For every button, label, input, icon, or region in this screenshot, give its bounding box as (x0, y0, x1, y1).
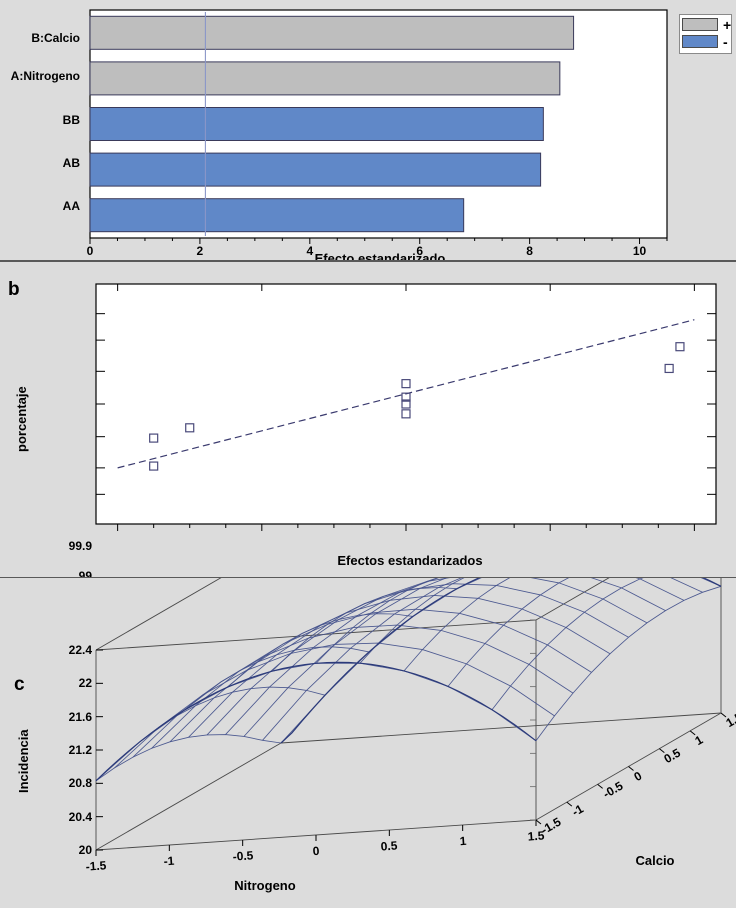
legend-swatch-positive (682, 18, 718, 31)
panel-letter-b: b (8, 279, 20, 300)
bar-b-calcio (89, 15, 575, 50)
box-floor-left (95, 742, 282, 851)
panel-letter-c: c (14, 674, 25, 695)
x-tick-label-10: 10 (632, 244, 647, 258)
plot-area-background-b (95, 283, 717, 525)
z-axis-ticks (96, 619, 536, 851)
data-point-3 (401, 409, 411, 419)
box-top-right (535, 578, 610, 621)
response-surface-svg (95, 578, 727, 856)
legend-label-negative: - (723, 33, 728, 50)
x-tick-label-4: 4 (306, 244, 314, 258)
mesh-line-nitrogeno-8 (447, 578, 570, 687)
surface-edge-back (280, 578, 722, 744)
z-tick-label-20: 20 (78, 843, 92, 857)
z-axis-title: Incidencia (16, 729, 31, 793)
normal-probability-plot-svg (95, 283, 717, 531)
x-tick-label-8: 8 (526, 244, 533, 258)
panel-a-pareto-chart: B:Calcio A:Nitrogeno BB AB AA 0 2 4 6 8 10 Ef… (0, 0, 736, 266)
y-axis-title-panel-c: Calcio (635, 853, 675, 868)
reference-line (117, 319, 695, 469)
mesh-line-nitrogeno-1 (139, 686, 326, 743)
y-tick-c (689, 730, 696, 736)
panel-divider-a-b (0, 260, 736, 262)
data-point-6 (401, 379, 411, 389)
surface-edge-front (95, 661, 537, 782)
bar-bb (89, 107, 544, 141)
y-tick-c (720, 712, 727, 718)
y-axis-title-panel-b: porcentaje (14, 386, 29, 452)
bar-a-nitrogeno (89, 61, 561, 96)
box-floor-back (280, 712, 722, 744)
bar-ab (89, 152, 542, 187)
category-label-bb: BB (62, 113, 80, 127)
pareto-chart-svg (89, 9, 668, 244)
mesh-line-nitrogeno-0 (95, 734, 282, 782)
mesh-line-calcio-3 (151, 608, 592, 749)
z-tick-label-20.8: 20.8 (68, 776, 92, 791)
z-tick-label-22.4: 22.4 (68, 643, 92, 657)
mesh-line-nitrogeno-6 (359, 578, 465, 664)
x-tick-label-6: 6 (416, 244, 424, 258)
x-tick-label-0: 0 (86, 244, 94, 258)
data-point-8 (675, 342, 685, 352)
bar-aa (89, 198, 465, 233)
x-axis-title-panel-b: Efectos estandarizados (337, 553, 483, 568)
z-tick-label-22: 22 (78, 676, 92, 691)
data-point-5 (401, 392, 411, 402)
category-label-b-calcio: B:Calcio (31, 31, 80, 45)
y-tick-c (628, 766, 634, 771)
bar-group (89, 15, 575, 233)
mesh-line-calcio-5 (188, 583, 629, 738)
axis-box (95, 578, 727, 856)
box-top-left (95, 578, 222, 651)
mesh-line-calcio-9 (262, 578, 703, 741)
data-point-0 (149, 461, 159, 471)
legend-row-negative: - (682, 33, 728, 50)
panel-b-normal-probability-plot: b 0.115205080959999.9 -8-4048 porcentaje… (0, 262, 736, 808)
category-label-ab: AB (62, 156, 80, 170)
category-label-aa: AA (62, 199, 80, 213)
axis-ticks-b (96, 283, 716, 531)
category-label-a-nitrogeno: A:Nitrogeno (10, 69, 80, 83)
mesh-line-nitrogeno-4 (271, 587, 458, 672)
data-point-7 (664, 363, 674, 374)
z-tick-label-21.6: 21.6 (68, 709, 92, 724)
surface-mesh (95, 578, 722, 782)
y-tick-c (535, 819, 542, 825)
mesh-line-calcio-10 (280, 578, 722, 744)
z-tick-label-21.2: 21.2 (68, 743, 92, 757)
data-point-1 (149, 433, 159, 443)
mesh-line-calcio-8 (243, 578, 685, 737)
mesh-line-nitrogeno-3 (227, 613, 414, 688)
mesh-line-nitrogeno-9 (491, 578, 644, 710)
mesh-line-nitrogeno-10 (535, 585, 722, 742)
mesh-line-nitrogeno-7 (403, 578, 511, 672)
data-point-group (149, 342, 685, 471)
legend-row-positive: + (682, 16, 732, 33)
x-axis-ticks (89, 238, 668, 244)
mesh-line-nitrogeno-5 (315, 578, 439, 664)
x-tick-label-2: 2 (196, 244, 204, 258)
mesh-line-calcio-7 (225, 578, 666, 735)
z-tick-label-20.4: 20.4 (68, 809, 92, 824)
mesh-line-nitrogeno-2 (183, 646, 370, 711)
data-point-2 (185, 423, 195, 433)
data-point-4 (401, 399, 411, 409)
panel-c-response-surface-plot: c 20 20.4 20.8 21.2 21.6 22 22.4 -1.5 -1 -0.5 0 0.… (0, 578, 736, 908)
y-tick-c (597, 783, 603, 789)
legend-swatch-negative (682, 35, 718, 48)
y-tick-label-99.9: 99.9 (68, 539, 92, 553)
y-tick-c (659, 748, 665, 754)
y-tick-c (566, 801, 573, 807)
legend-label-positive: + (723, 16, 732, 33)
x-axis-title-panel-c: Nitrogeno (234, 878, 296, 893)
